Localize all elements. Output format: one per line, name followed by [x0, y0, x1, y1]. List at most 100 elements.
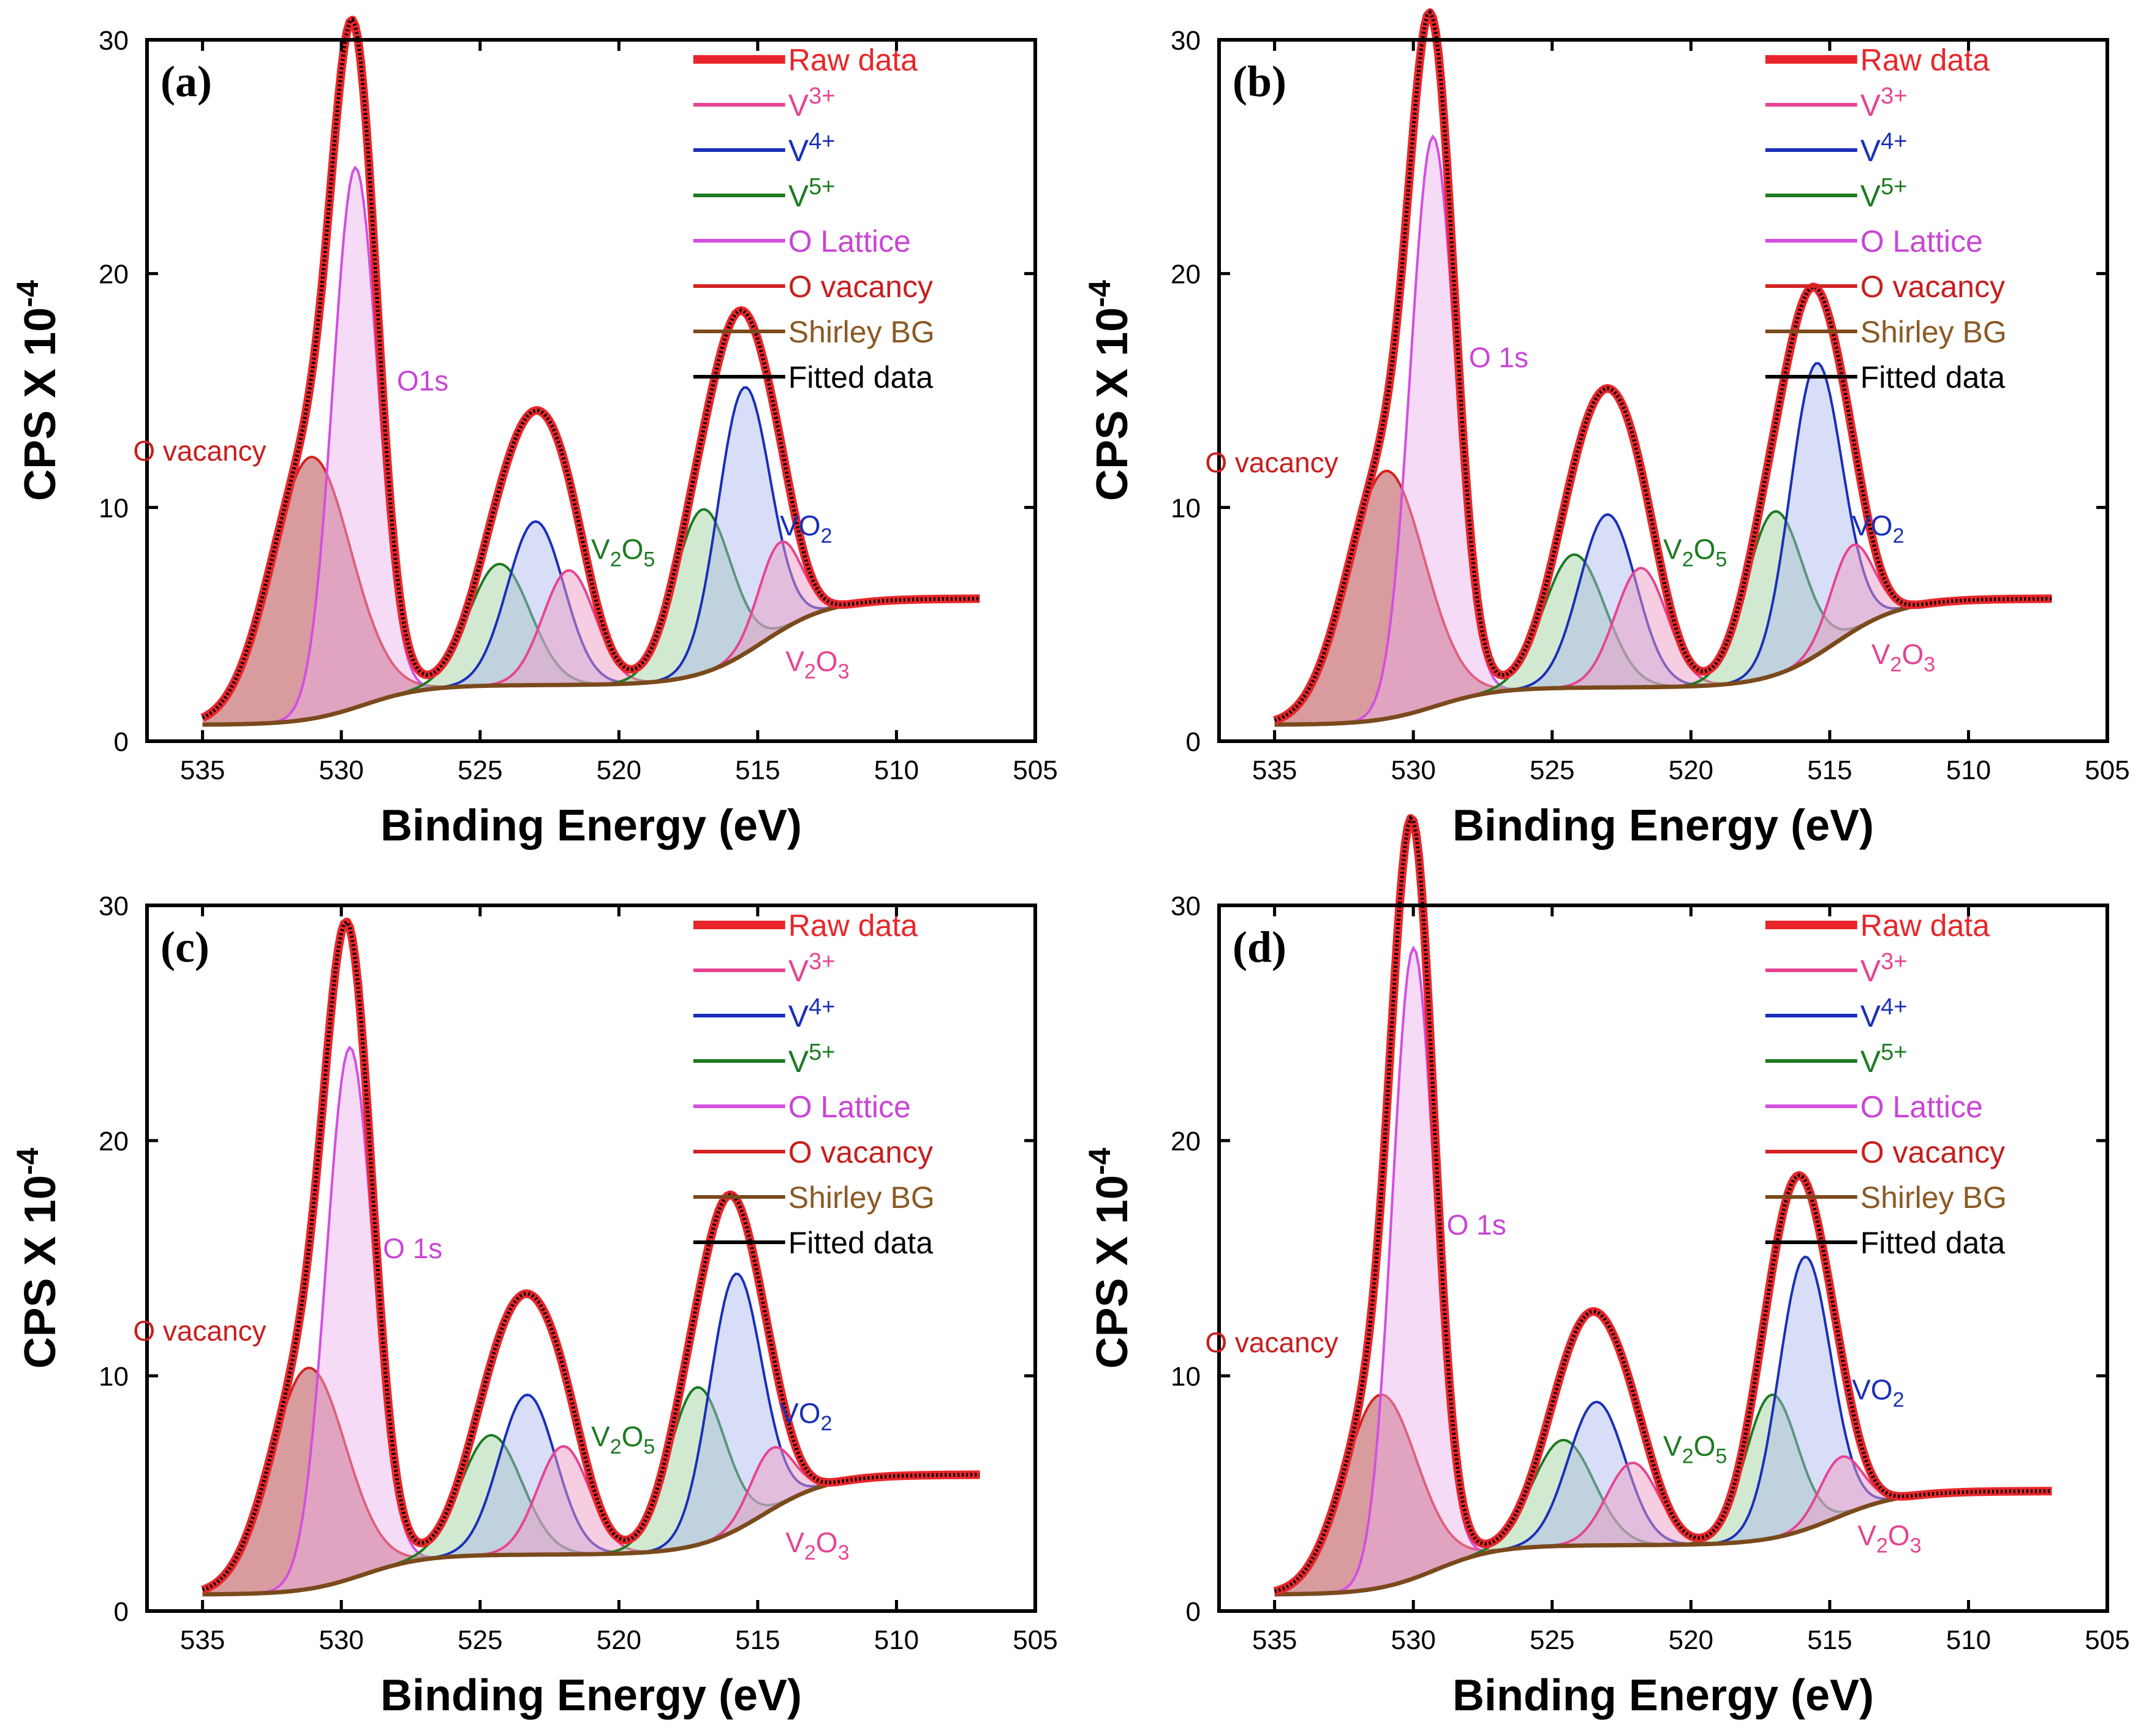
x-tick-label: 505 — [1013, 755, 1057, 785]
y-tick-label: 10 — [1171, 493, 1201, 523]
legend-label: V4+ — [1860, 994, 1908, 1033]
legend-item-olat: O Lattice — [1765, 1090, 1983, 1124]
legend-label: V4+ — [788, 994, 836, 1033]
peak-fill-v4-3 — [363, 521, 708, 705]
x-tick-label: 510 — [1946, 1625, 1991, 1655]
peak-fill-v3-7 — [1724, 545, 1980, 685]
peak-fill-v3-4 — [1474, 1463, 1791, 1557]
legend-item-raw: Raw data — [1765, 43, 1990, 77]
peak-fill-v4-3 — [1424, 1402, 1769, 1575]
annotation-v2o5: V2O5 — [591, 533, 655, 571]
x-tick-label: 515 — [735, 755, 780, 785]
y-tick-label: 10 — [99, 1362, 129, 1392]
legend-item-v5: V5+ — [693, 174, 835, 213]
fitted-data-line — [1274, 9, 2052, 722]
legend-label: V5+ — [1860, 1040, 1908, 1079]
panel-label: (c) — [160, 923, 210, 972]
legend-label: V3+ — [1860, 83, 1908, 123]
legend-item-olat: O Lattice — [693, 1090, 911, 1124]
y-tick-label: 30 — [1171, 891, 1201, 921]
peak-fill-ovac-0 — [1274, 1395, 1603, 1594]
legend-label: O vacancy — [788, 270, 933, 304]
legend-item-v4: V4+ — [1765, 994, 1908, 1033]
xps-panel-b: 535 530 525 520 515 510 505 0 10 20 30 Binding Ener… — [1082, 8, 2130, 850]
xps-panel-a: 535 530 525 520 515 510 505 0 10 20 30 Binding Ener… — [10, 15, 1058, 850]
fitted-data-line — [1274, 815, 2052, 1593]
annotation-ovac: O vacancy — [133, 435, 266, 467]
legend-item-ovac: O vacancy — [693, 270, 933, 304]
y-tick-label: 10 — [1171, 1362, 1201, 1392]
y-tick-label: 30 — [99, 891, 129, 921]
y-axis-title: CPS X 10-4 — [10, 1147, 65, 1368]
peak-fill-v5-2 — [1388, 554, 1761, 719]
legend-item-v3: V3+ — [693, 83, 836, 123]
legend-item-raw: Raw data — [1765, 908, 1990, 943]
annotation-o1s: O 1s — [1469, 341, 1528, 373]
y-tick-label: 20 — [1171, 1127, 1201, 1157]
annotation-v2o3: V2O3 — [785, 1527, 849, 1564]
legend-item-fit: Fitted data — [1765, 360, 2005, 394]
peak-fill-v3-4 — [405, 1446, 722, 1563]
peak-fill-v3-7 — [1713, 1456, 1969, 1544]
legend-label: Raw data — [1860, 908, 1990, 943]
y-tick-label: 30 — [99, 26, 129, 56]
x-axis-title: Binding Energy (eV) — [1452, 801, 1874, 850]
panel-label: (a) — [160, 57, 212, 106]
x-tick-label: 520 — [597, 755, 641, 785]
legend-item-raw: Raw data — [693, 908, 918, 943]
annotation-v2o3: V2O3 — [1871, 638, 1935, 676]
legend-item-fit: Fitted data — [693, 1226, 933, 1260]
legend-label: O vacancy — [788, 1135, 933, 1169]
legend-item-ovac: O vacancy — [1765, 1135, 2005, 1169]
legend-label: V5+ — [1860, 174, 1908, 213]
legend-item-bg: Shirley BG — [693, 1180, 935, 1215]
legend-item-v3: V3+ — [693, 949, 836, 988]
peak-fill-v5-2 — [305, 1435, 678, 1590]
x-tick-label: 530 — [1391, 755, 1435, 785]
legend-label: V3+ — [1860, 949, 1908, 988]
plot-frame — [1217, 38, 2109, 743]
peak-fill-v4-6 — [1646, 1256, 1963, 1545]
xps-panel-c: 535 530 525 520 515 510 505 0 10 20 30 Binding Ener… — [10, 891, 1058, 1720]
legend-label: Raw data — [788, 908, 918, 943]
panel-label: (b) — [1233, 57, 1286, 106]
legend-label: V3+ — [788, 83, 836, 123]
x-tick-label: 515 — [735, 1625, 780, 1655]
peak-fill-v4-3 — [1435, 514, 1780, 706]
legend-item-bg: Shirley BG — [693, 315, 935, 349]
legend-label: Shirley BG — [1860, 315, 2007, 349]
y-axis-title: CPS X 10-4 — [10, 280, 65, 501]
x-tick-label: 525 — [1530, 1625, 1574, 1655]
xps-panel-d: 535 530 525 520 515 510 505 0 10 20 30 Binding Ener… — [1082, 814, 2130, 1720]
x-axis-title: Binding Energy (eV) — [380, 1671, 802, 1720]
legend-label: Fitted data — [1860, 1226, 2005, 1260]
x-tick-label: 535 — [180, 1625, 225, 1655]
x-tick-label: 535 — [180, 755, 225, 785]
x-tick-label: 535 — [1252, 755, 1297, 785]
x-tick-label: 505 — [1013, 1625, 1057, 1655]
annotation-o1s: O1s — [397, 365, 448, 397]
legend-item-fit: Fitted data — [1765, 1226, 2005, 1260]
x-tick-label: 530 — [319, 1625, 363, 1655]
annotation-o1s: O 1s — [1447, 1209, 1506, 1241]
peak-fill-ovac-0 — [202, 1368, 538, 1594]
annotation-v2o5: V2O5 — [1663, 1430, 1727, 1468]
x-axis-title: Binding Energy (eV) — [380, 801, 802, 850]
peak-fill-olat-1 — [1285, 948, 1541, 1594]
peak-fill-ovac-0 — [202, 457, 556, 725]
x-tick-label: 520 — [1669, 1625, 1713, 1655]
x-tick-label: 525 — [458, 755, 502, 785]
legend-label: V3+ — [788, 949, 836, 988]
legend-item-ovac: O vacancy — [1765, 270, 2005, 304]
y-tick-label: 0 — [114, 1597, 129, 1627]
plot-frame — [145, 38, 1037, 743]
x-tick-label: 525 — [1530, 755, 1574, 785]
y-tick-label: 0 — [114, 727, 129, 757]
x-tick-label: 525 — [458, 1625, 502, 1655]
legend-item-v3: V3+ — [1765, 949, 1908, 988]
annotation-vo2: VO2 — [1852, 510, 1904, 548]
peak-fill-ovac-0 — [1274, 470, 1622, 725]
legend-label: V5+ — [788, 1040, 836, 1079]
x-tick-label: 505 — [2085, 1625, 2129, 1655]
